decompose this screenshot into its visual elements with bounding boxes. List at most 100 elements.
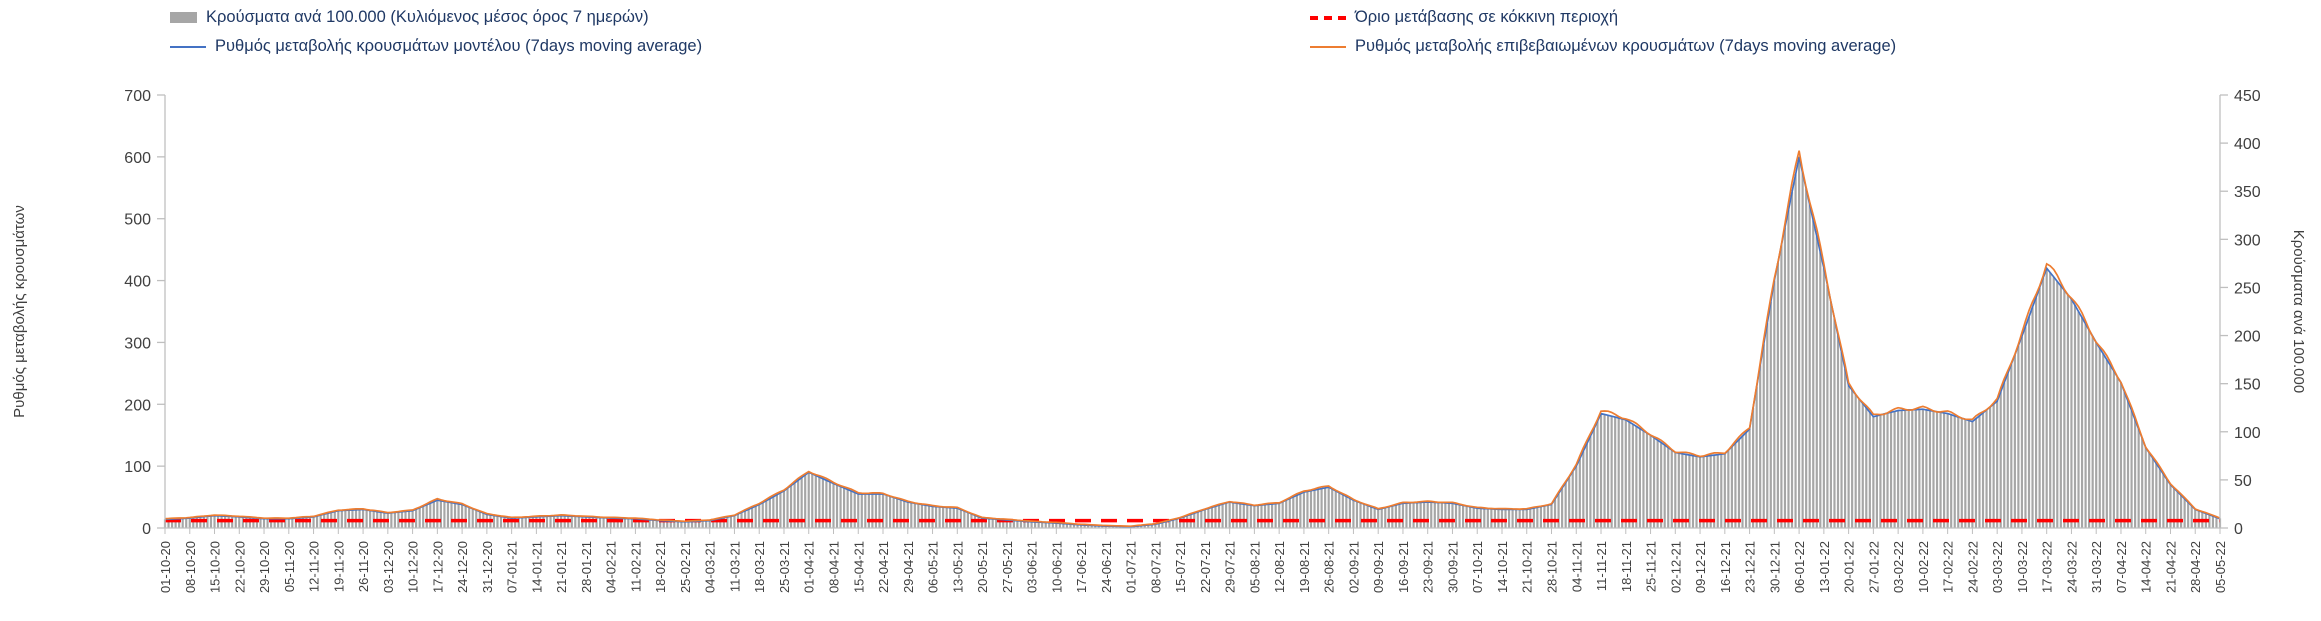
svg-text:03-02-22: 03-02-22 (1891, 541, 1906, 593)
svg-text:300: 300 (2234, 232, 2261, 249)
svg-text:01-04-21: 01-04-21 (802, 541, 817, 593)
svg-text:24-06-21: 24-06-21 (1099, 541, 1114, 593)
svg-text:14-01-21: 14-01-21 (529, 541, 544, 593)
svg-text:07-01-21: 07-01-21 (505, 541, 520, 593)
svg-text:22-10-20: 22-10-20 (232, 541, 247, 593)
svg-text:200: 200 (2234, 329, 2261, 346)
legend-label-confirmed-rate: Ρυθμός μεταβολής επιβεβαιωμένων κρουσμάτ… (1355, 37, 1897, 55)
svg-text:21-01-21: 21-01-21 (554, 541, 569, 593)
svg-text:22-04-21: 22-04-21 (876, 541, 891, 593)
svg-text:09-12-21: 09-12-21 (1693, 541, 1708, 593)
svg-text:29-04-21: 29-04-21 (901, 541, 916, 593)
orange-line-swatch-icon (1310, 45, 1346, 48)
svg-text:350: 350 (2234, 184, 2261, 201)
legend-item-model-rate: Ρυθμός μεταβολής κρουσμάτων μοντέλου (7d… (170, 37, 702, 56)
svg-text:100: 100 (124, 459, 151, 476)
svg-text:20-05-21: 20-05-21 (975, 541, 990, 593)
svg-text:17-12-20: 17-12-20 (430, 541, 445, 593)
svg-text:04-03-21: 04-03-21 (703, 541, 718, 593)
svg-text:03-03-22: 03-03-22 (1990, 541, 2005, 593)
svg-text:11-11-21: 11-11-21 (1594, 541, 1609, 591)
svg-text:06-05-21: 06-05-21 (926, 541, 941, 593)
svg-text:09-09-21: 09-09-21 (1371, 541, 1386, 593)
svg-text:24-03-22: 24-03-22 (2064, 541, 2079, 593)
svg-text:21-10-21: 21-10-21 (1520, 541, 1535, 593)
svg-text:17-03-22: 17-03-22 (2040, 541, 2055, 593)
legend-item-cases-per-100k: Κρούσματα ανά 100.000 (Κυλιόμενος μέσος … (170, 8, 649, 27)
svg-text:27-01-22: 27-01-22 (1866, 541, 1881, 593)
svg-text:23-09-21: 23-09-21 (1421, 541, 1436, 593)
svg-text:31-12-20: 31-12-20 (480, 541, 495, 593)
svg-text:07-04-22: 07-04-22 (2114, 541, 2129, 593)
legend-label-model-rate: Ρυθμός μεταβολής κρουσμάτων μοντέλου (7d… (215, 37, 703, 55)
svg-text:17-06-21: 17-06-21 (1074, 541, 1089, 593)
svg-text:12-11-20: 12-11-20 (307, 541, 322, 592)
svg-text:20-01-22: 20-01-22 (1842, 541, 1857, 593)
svg-text:01-07-21: 01-07-21 (1124, 541, 1139, 593)
svg-text:02-12-21: 02-12-21 (1668, 541, 1683, 593)
svg-text:10-12-20: 10-12-20 (406, 541, 421, 593)
svg-text:22-07-21: 22-07-21 (1198, 541, 1213, 593)
svg-text:400: 400 (2234, 136, 2261, 153)
svg-text:23-12-21: 23-12-21 (1743, 541, 1758, 593)
svg-text:150: 150 (2234, 377, 2261, 394)
svg-text:13-05-21: 13-05-21 (950, 541, 965, 593)
svg-text:08-07-21: 08-07-21 (1148, 541, 1163, 593)
svg-text:28-01-21: 28-01-21 (579, 541, 594, 593)
svg-text:27-05-21: 27-05-21 (1000, 541, 1015, 593)
svg-text:19-11-20: 19-11-20 (331, 541, 346, 592)
red-dashed-line-swatch-icon (1310, 15, 1346, 20)
svg-text:24-12-20: 24-12-20 (455, 541, 470, 593)
svg-text:500: 500 (124, 212, 151, 229)
svg-text:28-10-21: 28-10-21 (1545, 541, 1560, 593)
svg-text:05-08-21: 05-08-21 (1247, 541, 1262, 593)
svg-text:0: 0 (2234, 521, 2243, 538)
svg-text:18-11-21: 18-11-21 (1619, 541, 1634, 592)
svg-text:15-07-21: 15-07-21 (1173, 541, 1188, 593)
svg-text:17-02-22: 17-02-22 (1941, 541, 1956, 593)
svg-text:10-02-22: 10-02-22 (1916, 541, 1931, 593)
svg-text:28-04-22: 28-04-22 (2188, 541, 2203, 593)
svg-text:04-02-21: 04-02-21 (604, 541, 619, 593)
svg-text:02-09-21: 02-09-21 (1346, 541, 1361, 593)
svg-text:21-04-22: 21-04-22 (2163, 541, 2178, 593)
svg-text:0: 0 (142, 521, 151, 538)
svg-text:450: 450 (2234, 88, 2261, 105)
svg-text:03-12-20: 03-12-20 (381, 541, 396, 593)
svg-text:13-01-22: 13-01-22 (1817, 541, 1832, 593)
svg-text:04-11-21: 04-11-21 (1569, 541, 1584, 592)
svg-text:11-03-21: 11-03-21 (727, 541, 742, 592)
svg-text:250: 250 (2234, 280, 2261, 297)
svg-text:16-12-21: 16-12-21 (1718, 541, 1733, 593)
svg-text:18-03-21: 18-03-21 (752, 541, 767, 593)
svg-text:15-04-21: 15-04-21 (851, 541, 866, 593)
svg-text:06-01-22: 06-01-22 (1792, 541, 1807, 593)
svg-text:400: 400 (124, 274, 151, 291)
svg-text:29-10-20: 29-10-20 (257, 541, 272, 593)
svg-text:29-07-21: 29-07-21 (1223, 541, 1238, 593)
legend-label-red-threshold: Όριο μετάβασης σε κόκκινη περιοχή (1355, 8, 1619, 26)
svg-text:10-06-21: 10-06-21 (1049, 541, 1064, 593)
svg-text:15-10-20: 15-10-20 (208, 541, 223, 593)
svg-text:01-10-20: 01-10-20 (158, 541, 173, 593)
blue-line-swatch-icon (170, 45, 206, 48)
legend-item-red-threshold: Όριο μετάβασης σε κόκκινη περιοχή (1310, 8, 1618, 27)
svg-text:05-11-20: 05-11-20 (282, 541, 297, 592)
svg-text:30-12-21: 30-12-21 (1767, 541, 1782, 593)
svg-text:24-02-22: 24-02-22 (1965, 541, 1980, 593)
svg-text:100: 100 (2234, 425, 2261, 442)
svg-text:200: 200 (124, 397, 151, 414)
svg-text:14-10-21: 14-10-21 (1495, 541, 1510, 593)
legend-label-cases-per-100k: Κρούσματα ανά 100.000 (Κυλιόμενος μέσος … (206, 8, 649, 26)
svg-text:300: 300 (124, 335, 151, 352)
svg-text:08-04-21: 08-04-21 (826, 541, 841, 593)
svg-text:08-10-20: 08-10-20 (183, 541, 198, 593)
svg-text:14-04-22: 14-04-22 (2139, 541, 2154, 593)
svg-text:30-09-21: 30-09-21 (1445, 541, 1460, 593)
svg-text:19-08-21: 19-08-21 (1297, 541, 1312, 593)
svg-text:10-03-22: 10-03-22 (2015, 541, 2030, 593)
svg-text:26-08-21: 26-08-21 (1322, 541, 1337, 593)
svg-text:31-03-22: 31-03-22 (2089, 541, 2104, 593)
